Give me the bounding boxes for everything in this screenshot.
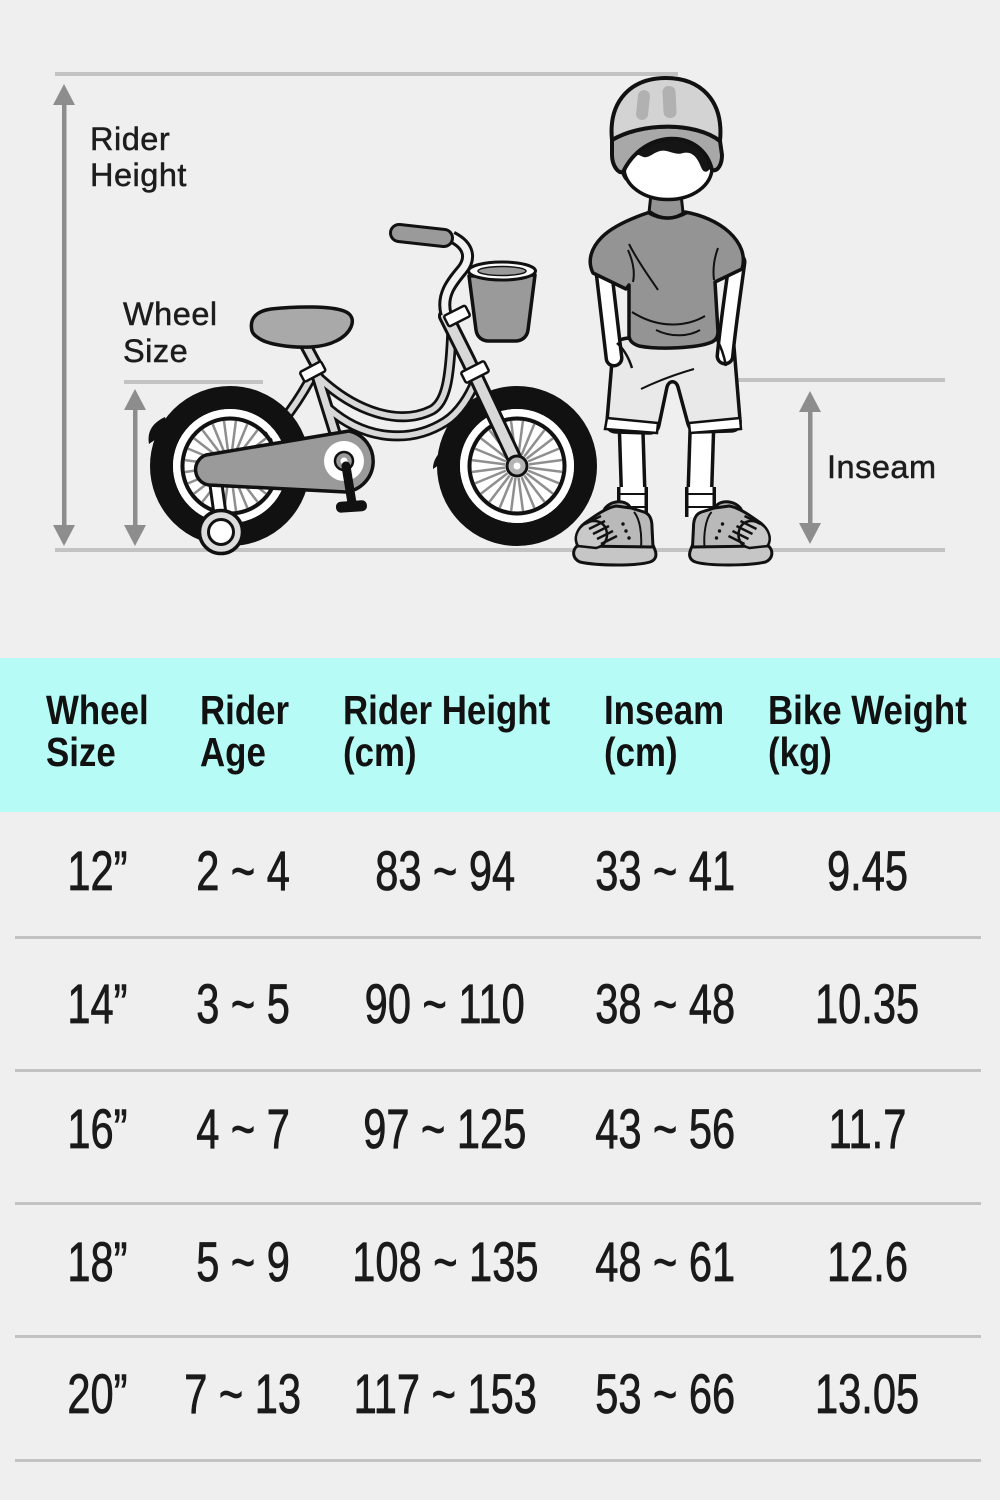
svg-text:Rider: Rider: [90, 121, 170, 157]
svg-text:Wheel: Wheel: [123, 296, 218, 332]
svg-text:Height: Height: [90, 157, 187, 193]
svg-text:Inseam: Inseam: [827, 449, 937, 485]
svg-text:Size: Size: [123, 333, 188, 369]
